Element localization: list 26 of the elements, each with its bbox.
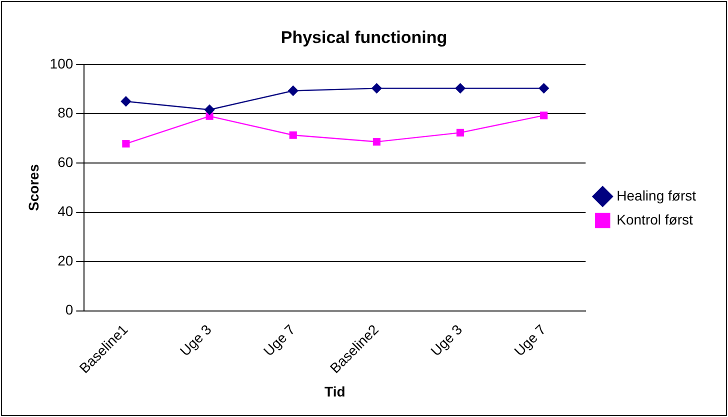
y-tick-label: 0 (65, 302, 74, 318)
x-tick-label: Uge 7 (510, 321, 549, 360)
y-tick-label: 100 (50, 55, 74, 72)
x-axis-title: Tid (324, 383, 346, 400)
x-tick-label: Uge 3 (427, 321, 466, 360)
y-tick-label: 60 (58, 154, 74, 170)
point (540, 112, 548, 120)
y-axis-title: Scores (25, 164, 42, 211)
y-tick-label: 80 (58, 104, 74, 121)
point (204, 104, 215, 115)
point (372, 83, 382, 94)
x-tick-label: Uge 3 (176, 321, 215, 360)
x-tick-label: Uge 7 (260, 321, 298, 360)
point (120, 96, 132, 106)
point (122, 140, 130, 148)
point (289, 131, 297, 139)
y-tick-label: 40 (58, 203, 74, 220)
y-tick-label: 20 (58, 252, 74, 268)
legend-label: Kontrol først (616, 211, 693, 228)
point (288, 86, 298, 96)
legend-label: Healing først (616, 187, 696, 204)
point (372, 138, 380, 146)
point (455, 83, 466, 94)
point (538, 83, 549, 94)
chart-title: Physical functioning (280, 28, 448, 47)
point (456, 128, 464, 136)
